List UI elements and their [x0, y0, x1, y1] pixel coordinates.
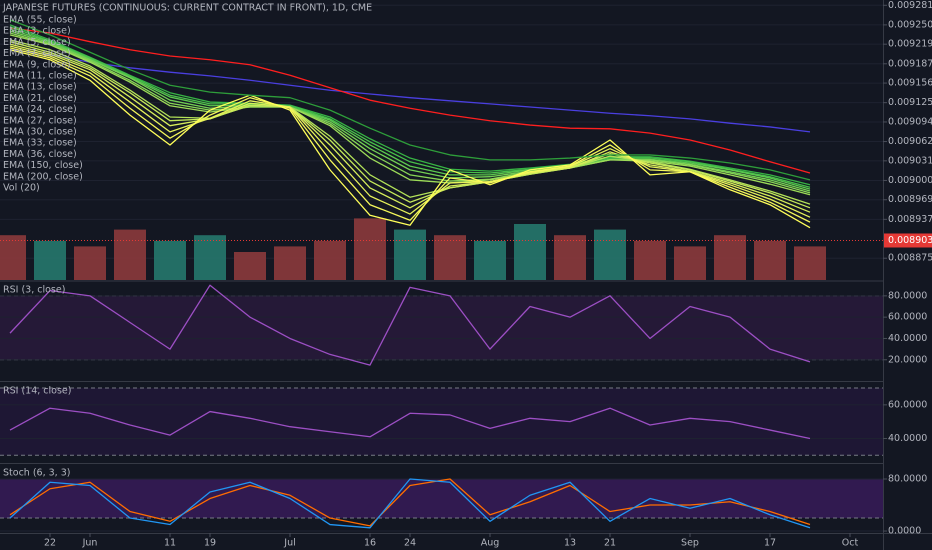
series-line [9, 27, 811, 174]
legend-entry: EMA (3, close) [3, 26, 71, 37]
series-line [9, 407, 811, 440]
series-line [9, 43, 811, 213]
volume-bar [394, 229, 426, 280]
x-tick-label: 21 [604, 538, 616, 549]
legend-entry: EMA (11, close) [3, 71, 77, 82]
volume-bar [674, 246, 706, 280]
x-tick-label: 13 [564, 538, 576, 549]
legend-title: Stoch (6, 3, 3) [3, 468, 70, 479]
y-tick-label: 0.0000 [888, 526, 921, 537]
y-tick-label: 0.0089375 [888, 214, 932, 225]
x-tick-label: 19 [204, 538, 216, 549]
legend-entry: EMA (150, close) [3, 160, 83, 171]
legend-entry: EMA (200, close) [3, 171, 83, 182]
y-tick-label: 0.0091875 [888, 58, 932, 69]
volume-bar [234, 252, 266, 280]
volume-bar [0, 235, 26, 280]
volume-bar [74, 246, 106, 280]
series-line [9, 49, 811, 229]
series-line [9, 284, 811, 366]
volume-bar [794, 246, 826, 280]
series-line [9, 39, 811, 205]
legend-entry: EMA (21, close) [3, 93, 77, 104]
series-line [9, 28, 811, 190]
y-tick-label: 80.0000 [888, 290, 927, 301]
volume-bar [114, 229, 146, 280]
x-tick-label: 22 [44, 538, 56, 549]
y-tick-label: 0.0092815 [888, 0, 932, 11]
series-line [9, 19, 811, 181]
legend-entry: EMA (27, close) [3, 115, 77, 126]
volume-bar [634, 240, 666, 280]
volume-bar [354, 218, 386, 280]
x-tick-label: 16 [364, 538, 376, 549]
volume-bar [154, 240, 186, 280]
series-line [9, 26, 811, 188]
y-tick-label: 0.0090315 [888, 155, 932, 166]
last-price-label: 0.0089035 [888, 235, 932, 246]
volume-bar [434, 235, 466, 280]
volume-bar [314, 240, 346, 280]
legend-entry: EMA (33, close) [3, 138, 77, 149]
x-tick-label: Oct [842, 538, 859, 549]
x-tick-label: Aug [481, 538, 500, 549]
legend-title: JAPANESE FUTURES (CONTINUOUS: CURRENT CO… [2, 3, 372, 14]
band-fill [0, 295, 883, 360]
last-price-box [884, 233, 932, 248]
legend-title: RSI (14, close) [3, 386, 71, 397]
legend-entry: EMA (5, close) [3, 37, 71, 48]
series-line [9, 49, 811, 133]
volume-bar [194, 235, 226, 280]
legend-title: RSI (3, close) [3, 285, 65, 296]
volume-bar [474, 240, 506, 280]
legend-entry: EMA (13, close) [3, 82, 77, 93]
volume-bar [514, 224, 546, 280]
series-line [9, 24, 811, 186]
legend-entry: Vol (20) [3, 183, 40, 194]
y-tick-label: 60.0000 [888, 399, 927, 410]
x-tick-label: 11 [164, 538, 176, 549]
y-tick-label: 40.0000 [888, 333, 927, 344]
volume-bar [594, 229, 626, 280]
y-tick-label: 40.0000 [888, 433, 927, 444]
series-line [9, 32, 811, 194]
series-line [9, 47, 811, 223]
y-tick-label: 0.0091565 [888, 78, 932, 89]
x-tick-label: Jul [283, 538, 295, 549]
y-tick-label: 20.0000 [888, 354, 927, 365]
legend-entry: EMA (24, close) [3, 104, 77, 115]
y-tick-label: 60.0000 [888, 312, 927, 323]
legend-entry: EMA (55, close) [3, 15, 77, 26]
legend-entry: EMA (7, close) [3, 48, 71, 59]
series-line [9, 45, 811, 218]
legend-entry: EMA (36, close) [3, 149, 77, 160]
volume-bar [754, 240, 786, 280]
series-line [9, 478, 811, 529]
band-fill [0, 388, 883, 456]
legend-entry: EMA (9, close) [3, 59, 71, 70]
x-tick-label: Jun [82, 538, 98, 549]
volume-bar [554, 235, 586, 280]
legend-entry: EMA (30, close) [3, 127, 77, 138]
y-tick-label: 0.0088750 [888, 253, 932, 264]
volume-bar [714, 235, 746, 280]
series-line [9, 34, 811, 196]
x-tick-label: 17 [764, 538, 776, 549]
band-fill [0, 478, 883, 519]
y-tick-label: 0.0090625 [888, 136, 932, 147]
volume-bar [274, 246, 306, 280]
volume-bar [34, 240, 66, 280]
series-line [9, 41, 811, 209]
x-tick-label: 24 [404, 538, 416, 549]
y-tick-label: 80.0000 [888, 473, 927, 484]
x-tick-label: Sep [681, 538, 699, 549]
